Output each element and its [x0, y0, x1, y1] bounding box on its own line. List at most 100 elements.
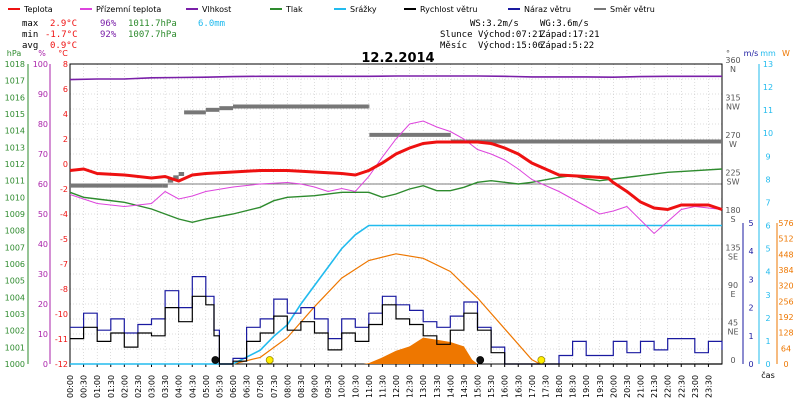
x-tick-label-46: 23:00 — [691, 375, 700, 398]
stat-max-hum: 96% — [100, 19, 117, 29]
legend-label-4: Srážky — [350, 5, 377, 14]
plot-area — [69, 75, 723, 365]
axis-ms-tick-2: 3 — [748, 275, 753, 284]
axis-w-unit: W — [782, 49, 790, 58]
axis-hpa-tick-11: 1007 — [5, 243, 25, 252]
axis-dir-name-5: SE — [728, 253, 738, 262]
axis-pct-tick-6: 40 — [38, 240, 48, 249]
stat-min-temp: -1.7°C — [45, 30, 78, 40]
axis-pct-tick-2: 80 — [38, 120, 48, 129]
axis-w-tick-3: 384 — [778, 266, 793, 275]
axis-hpa-tick-18: 1000 — [5, 360, 25, 369]
axis-temp-tick-11: -11 — [55, 335, 68, 344]
axis-w-tick-0: 576 — [778, 219, 793, 228]
x-tick-label-21: 10:30 — [351, 375, 360, 398]
axis-dir-name-7: NE — [727, 328, 738, 337]
sun-moon-info: WS:3.2m/s WG:3.6m/s Slunce Východ:07:21 … — [440, 19, 600, 51]
axis-pct-tick-9: 10 — [38, 330, 48, 339]
axis-temp-tick-2: 4 — [63, 110, 68, 119]
x-axis-unit: čas — [761, 370, 774, 380]
axis-hpa-tick-17: 1001 — [5, 343, 25, 352]
x-tick-label-9: 04:30 — [188, 375, 197, 398]
x-tick-label-13: 06:30 — [243, 375, 252, 398]
x-tick-label-29: 14:30 — [460, 375, 469, 398]
axis-pct-tick-5: 50 — [38, 210, 48, 219]
axis-dir-tick-4: 180 — [725, 206, 740, 215]
pressure-line — [69, 168, 723, 224]
axis-mm-tick-2: 11 — [763, 106, 773, 115]
axis-pct-tick-1: 90 — [38, 90, 48, 99]
ground-temp-line — [69, 120, 723, 235]
axis-dir-unit: ° — [726, 49, 730, 58]
wind-gust-line — [70, 276, 723, 365]
x-tick-label-31: 15:30 — [487, 375, 496, 398]
axis-pct-tick-10: 0 — [43, 360, 48, 369]
axis-w-tick-8: 64 — [781, 344, 791, 353]
axis-ms-unit: m/s — [744, 49, 759, 58]
info-moon-label: Měsíc — [440, 41, 467, 51]
axis-mm-tick-9: 4 — [765, 268, 770, 277]
stat-avg-label: avg — [22, 41, 38, 51]
stat-max-label: max — [22, 19, 39, 29]
x-tick-label-8: 04:00 — [175, 375, 184, 398]
x-tick-label-47: 23:30 — [704, 375, 713, 398]
legend-label-6: Náraz větru — [524, 5, 571, 14]
axis-dir-tick-1: 315 — [725, 94, 740, 103]
marker-sun-set-3 — [537, 356, 546, 364]
axis-hpa-tick-5: 1013 — [5, 143, 25, 152]
x-tick-label-35: 17:30 — [541, 375, 550, 398]
x-tick-label-1: 00:30 — [80, 375, 89, 398]
legend-label-3: Tlak — [285, 5, 303, 14]
info-wg: WG:3.6m/s — [540, 19, 589, 29]
x-tick-label-37: 18:30 — [569, 375, 578, 398]
stats: max 2.9°C 96% 1011.7hPa 6.0mm min -1.7°C… — [22, 19, 225, 51]
info-sunset: Západ:17:21 — [540, 30, 600, 40]
axis-temp-unit: °C — [58, 49, 68, 58]
axis-mm-unit: mm — [760, 49, 776, 58]
x-tick-label-14: 07:00 — [256, 375, 265, 398]
axis-w-tick-9: 0 — [783, 360, 788, 369]
axis-dir-name-1: NW — [726, 103, 740, 112]
axis-w-tick-1: 512 — [778, 235, 793, 244]
axis-hpa-tick-16: 1002 — [5, 327, 25, 336]
axis-dir-name-2: W — [729, 140, 737, 149]
axis-pct-tick-4: 60 — [38, 180, 48, 189]
axis-temp-tick-0: 8 — [63, 60, 68, 69]
axis-mm-tick-1: 12 — [763, 83, 773, 92]
stat-max-press: 1011.7hPa — [128, 19, 177, 29]
axis-w-tick-5: 256 — [778, 297, 793, 306]
axis-w-tick-7: 128 — [778, 329, 793, 338]
axis-temp-tick-5: -2 — [60, 185, 68, 194]
x-tick-label-26: 13:00 — [419, 375, 428, 398]
axis-mm-tick-7: 6 — [765, 222, 770, 231]
stat-min-press: 1007.7hPa — [128, 30, 177, 40]
temp-line — [69, 140, 723, 212]
axis-temp-tick-12: -12 — [55, 360, 68, 369]
axes: 00:00 00:30 01:00 01:30 02:00 02:30 03:00 03:30… — [5, 56, 794, 398]
x-tick-label-27: 13:30 — [433, 375, 442, 398]
axis-ms-tick-0: 5 — [748, 219, 753, 228]
axis-temp-tick-4: 0 — [63, 160, 68, 169]
axis-mm-tick-13: 0 — [765, 360, 770, 369]
x-tick-label-30: 15:00 — [474, 375, 483, 398]
axis-w-tick-4: 320 — [778, 282, 793, 291]
legend-label-7: Směr větru — [610, 5, 655, 14]
axis-hpa-tick-14: 1004 — [5, 293, 25, 302]
axis-mm-tick-12: 1 — [765, 337, 770, 346]
axis-hpa-tick-1: 1017 — [5, 77, 25, 86]
axis-dir-name-3: SW — [727, 178, 740, 187]
x-tick-label-15: 07:30 — [270, 375, 279, 398]
x-tick-label-45: 22:30 — [677, 375, 686, 398]
axis-dir-tick-6: 90 — [728, 281, 738, 290]
x-tick-label-3: 01:30 — [107, 375, 116, 398]
axis-dir-name-4: S — [730, 215, 735, 224]
x-tick-label-7: 03:30 — [161, 375, 170, 398]
x-tick-label-25: 12:30 — [406, 375, 415, 398]
axis-temp-tick-8: -7 — [60, 260, 68, 269]
x-tick-label-17: 08:30 — [297, 375, 306, 398]
legend-label-2: Vlhkost — [202, 5, 231, 14]
x-tick-label-10: 05:00 — [202, 375, 211, 398]
x-tick-label-38: 19:00 — [582, 375, 591, 398]
